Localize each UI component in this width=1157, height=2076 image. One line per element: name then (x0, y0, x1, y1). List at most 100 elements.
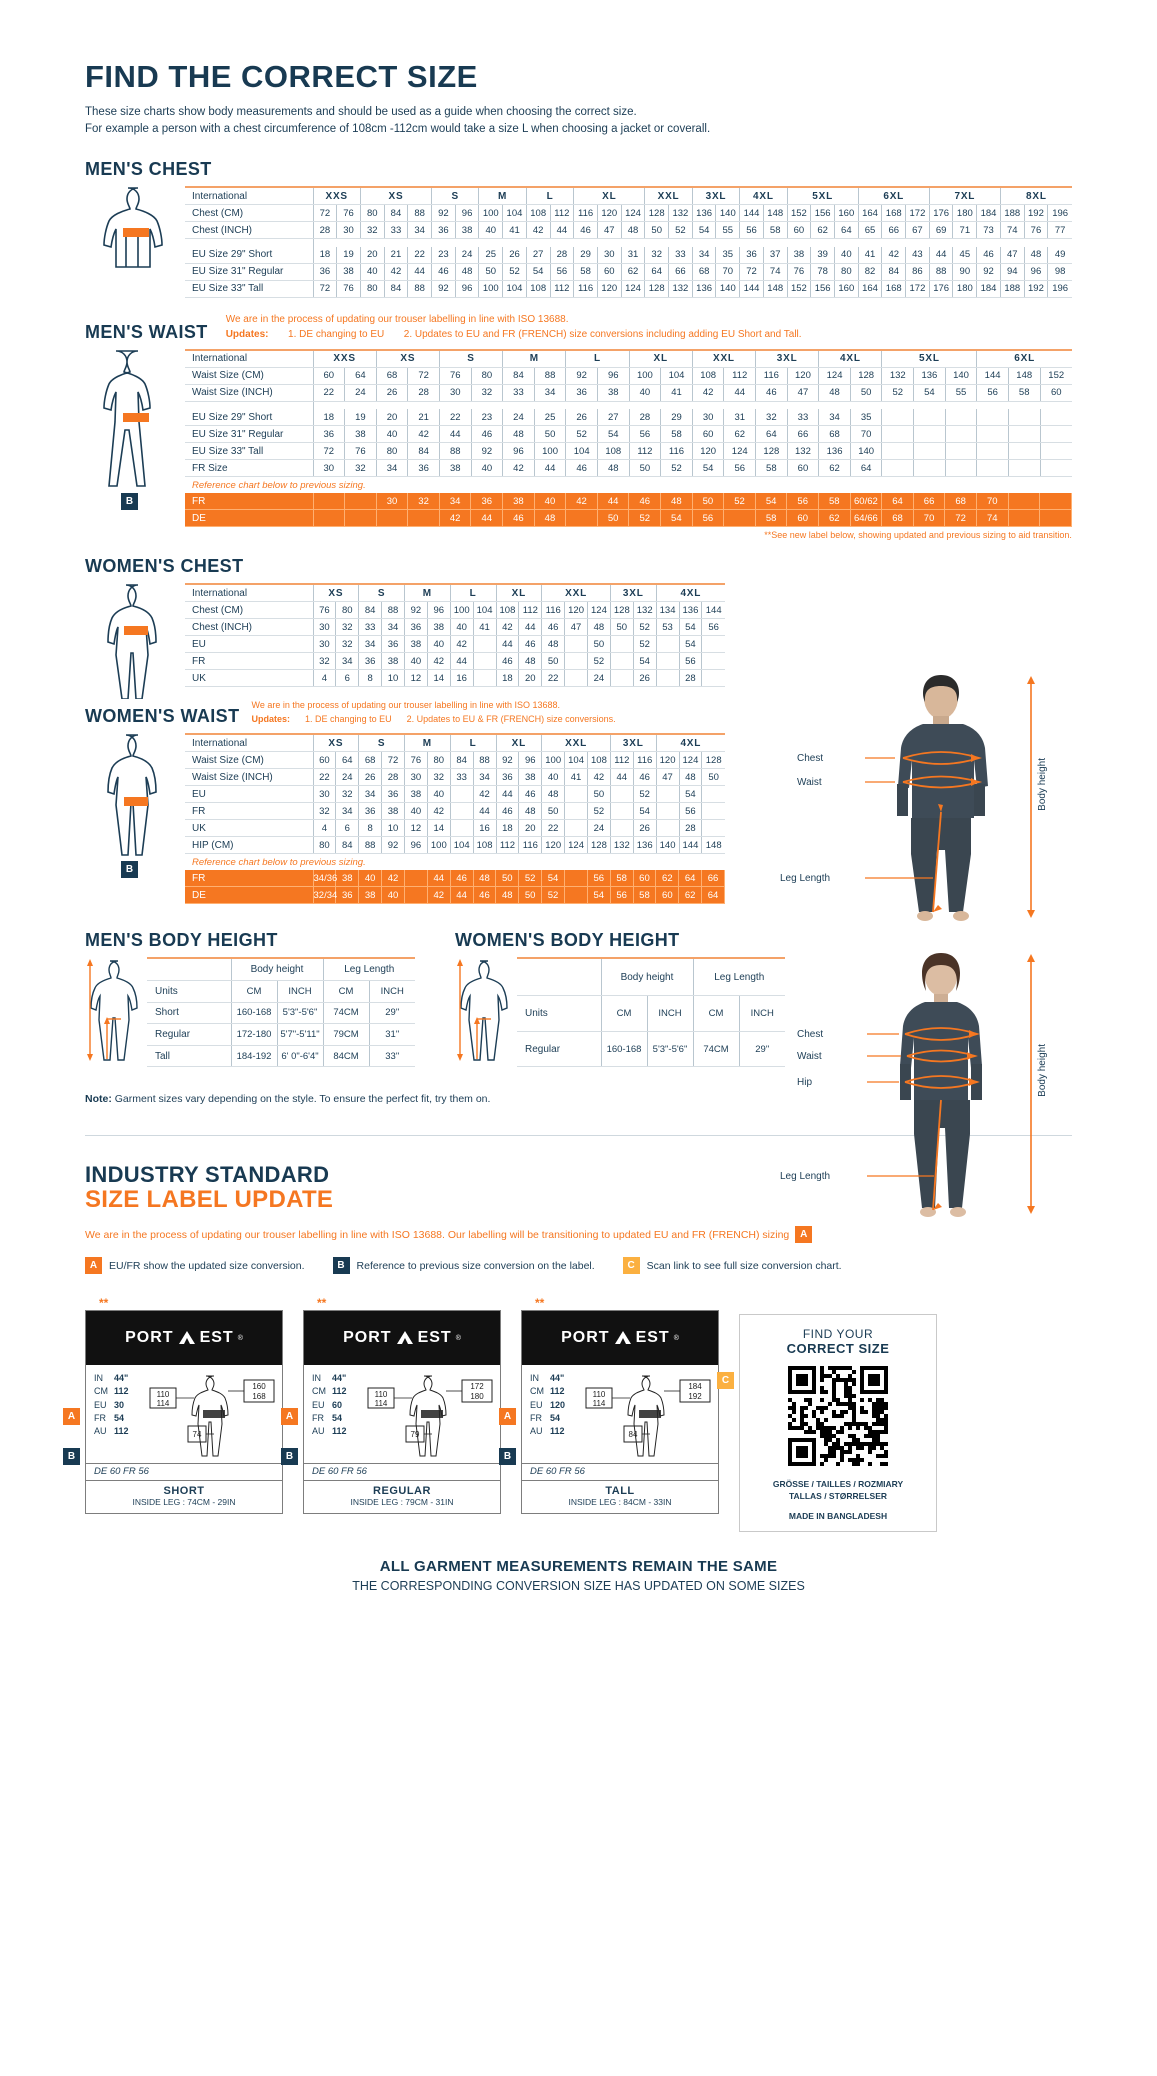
table-cell: 56 (550, 263, 575, 281)
table-cell: 124 (818, 367, 851, 385)
table-cell: 32 (360, 221, 385, 240)
badge-b-mens-waist: B (121, 493, 138, 511)
svg-text:114: 114 (157, 1399, 170, 1408)
table-cell (913, 409, 946, 427)
table-cell: 28 (313, 221, 338, 240)
table-cell: 44 (518, 618, 543, 637)
table-cell: 128 (644, 280, 670, 298)
reference-cell: 32 (407, 493, 440, 511)
table-cell (881, 442, 915, 461)
label-figure: 110 114 84 184 192 (584, 1372, 716, 1463)
table-cell: 24 (587, 669, 611, 688)
table-cell (656, 802, 680, 821)
table-cell: 36 (358, 652, 383, 671)
table-cell: 32 (471, 384, 504, 402)
reference-cell: 34 (439, 493, 472, 511)
label-code-row: FR 54 (530, 1412, 584, 1425)
table-row: Units CM INCH CM INCH (517, 995, 785, 1032)
reference-cell: 52 (518, 870, 543, 888)
qr-card-wrapper: FIND YOUR CORRECT SIZE GRÖSSE / TAILLES / … (717, 1314, 937, 1533)
label-code-key: EU (312, 1399, 325, 1410)
label-code-key: FR (530, 1412, 542, 1423)
table-cell: 58 (755, 459, 788, 478)
table-cell: 34 (376, 459, 409, 478)
womens-waist-update-line1: We are in the process of updating our tr… (251, 700, 560, 711)
brand-bar: PORT EST ® (304, 1311, 500, 1366)
label-code-value: 30 (114, 1399, 125, 1410)
table-cell: 46 (541, 618, 566, 637)
fit-note-prefix: Note: (85, 1093, 112, 1106)
table-cell: 196 (1047, 280, 1072, 298)
units-label: Units (517, 995, 602, 1032)
table-cell: 116 (518, 836, 543, 855)
portwest-logo-icon (396, 1331, 413, 1345)
qr-code-icon[interactable] (788, 1366, 888, 1467)
womens-body-height-figure (455, 957, 517, 1067)
table-cell: 160-168 (601, 1031, 648, 1068)
reference-cell: 30 (376, 493, 409, 511)
size-group-5xl: 5XL (881, 348, 978, 368)
table-row: Waist Size (CM) 60 64 68 72 76 80 84 88 92 96 100 10… (185, 751, 725, 770)
table-cell (1040, 425, 1072, 444)
qr-card[interactable]: FIND YOUR CORRECT SIZE GRÖSSE / TAILLES / … (739, 1314, 937, 1533)
table-cell (1008, 409, 1041, 427)
table-cell: 88 (534, 367, 567, 385)
table-cell: 108 (473, 836, 497, 855)
svg-text:84: 84 (629, 1430, 638, 1439)
brand-name-right: EST (635, 1329, 670, 1347)
womens-body-height-table: Body height Leg Length Units CM INCH CM INCH Re… (517, 957, 785, 1068)
svg-text:168: 168 (252, 1392, 266, 1401)
table-cell: 42 (502, 459, 535, 478)
label-code-key: IN (94, 1373, 103, 1384)
size-group-3xl: 3XL (610, 733, 657, 753)
table-cell: 84 (502, 367, 535, 385)
reference-row-label: DE (185, 886, 314, 905)
reference-cell: 62 (678, 886, 703, 905)
intro-line-1: These size charts show body measurements… (85, 106, 637, 119)
row-label: EU Size 33" Tall (185, 280, 314, 298)
mens-waist-title: MEN'S WAIST (85, 321, 208, 342)
label-previous-sizing: DE 60 FR 56 (522, 1463, 718, 1480)
row-label: Chest (CM) (185, 601, 314, 620)
reference-cell: 60/62 (850, 493, 883, 511)
table-cell: 76 (787, 263, 812, 281)
reference-cell: 52 (541, 886, 565, 905)
svg-text:110: 110 (375, 1390, 388, 1399)
table-cell: 38 (381, 802, 405, 821)
table-cell: 33 (384, 221, 409, 240)
table-cell: 77 (1047, 221, 1072, 240)
table-cell: 44 (610, 768, 634, 787)
table-cell: 26 (376, 384, 409, 402)
reference-cell: 62 (655, 870, 680, 888)
label-update-lead-text: We are in the process of updating our tr… (85, 1228, 790, 1241)
table-cell: 76 (336, 280, 361, 298)
reference-cell: 56 (692, 509, 725, 528)
table-cell: 52 (502, 263, 527, 281)
label-code-key: AU (530, 1425, 543, 1436)
label-code-value: 112 (332, 1425, 347, 1436)
reference-cell (404, 870, 428, 888)
qr-caption-2: TALLAS / STØRRELSER (788, 1491, 888, 1502)
table-cell (1040, 459, 1072, 478)
table-cell: 160 (834, 204, 859, 223)
table-cell: 72 (313, 280, 338, 298)
table-cell: 96 (455, 280, 480, 298)
table-cell: 84 (384, 280, 409, 298)
table-cell: 41 (502, 221, 527, 240)
male-body-icon (103, 350, 151, 487)
table-cell: 84 (335, 836, 360, 855)
table-cell: 84 (407, 442, 440, 461)
table-cell: 140 (945, 367, 978, 385)
table-cell: 120 (541, 836, 566, 855)
table-cell: 116 (633, 751, 657, 770)
row-label: EU Size 31" Regular (185, 425, 314, 444)
qr-code-image[interactable] (748, 1366, 928, 1471)
table-cell: 50 (850, 384, 883, 402)
mens-body-height-section: MEN'S BODY HEIGHT Body height Leg Length U… (85, 930, 415, 1068)
table-cell: 26 (565, 409, 598, 427)
label-code-row: FR 54 (94, 1412, 148, 1425)
row-label: UK (185, 669, 314, 688)
table-cell: 40 (629, 384, 662, 402)
female-model-figure (867, 953, 1035, 1217)
table-row: Regular 172-180 5'7"-5'11" 79CM 31" (147, 1023, 415, 1046)
